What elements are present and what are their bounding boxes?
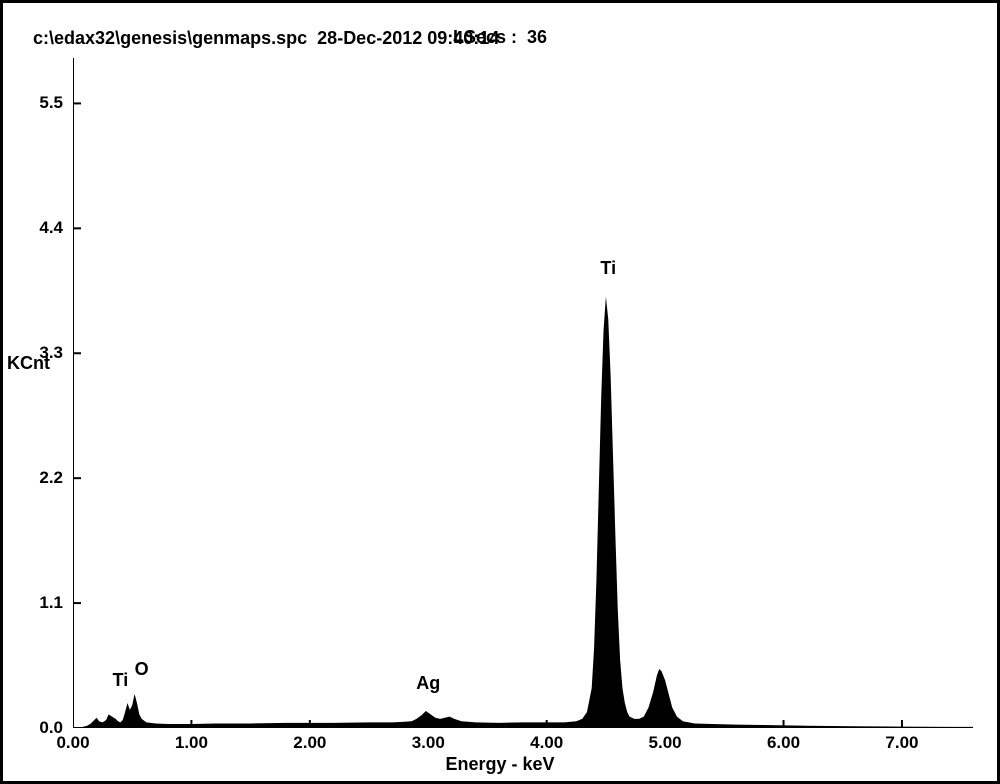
spectrum-fill — [73, 296, 973, 728]
spectrum-frame: c:\edax32\genesis\genmaps.spc 28-Dec-201… — [0, 0, 1000, 784]
y-tick-label: 0.0 — [39, 718, 63, 738]
peak-label: Ag — [416, 673, 440, 694]
spectrum-svg — [73, 58, 973, 728]
lsecs-header: LSecs : 36 — [3, 27, 997, 48]
lsecs-label: LSecs : — [453, 27, 517, 47]
peak-label: Ti — [113, 670, 129, 691]
y-tick-label: 1.1 — [39, 593, 63, 613]
x-tick-label: 2.00 — [293, 733, 326, 753]
peak-label: Ti — [600, 258, 616, 279]
x-tick-label: 3.00 — [412, 733, 445, 753]
y-tick-label: 4.4 — [39, 218, 63, 238]
peak-label: O — [135, 659, 149, 680]
x-tick-label: 1.00 — [175, 733, 208, 753]
x-tick-label: 6.00 — [767, 733, 800, 753]
x-tick-label: 5.00 — [649, 733, 682, 753]
y-tick-label: 2.2 — [39, 468, 63, 488]
axes — [73, 58, 973, 728]
y-tick-label: 5.5 — [39, 93, 63, 113]
x-tick-label: 4.00 — [530, 733, 563, 753]
x-axis-title: Energy - keV — [3, 754, 997, 775]
plot-area — [73, 58, 973, 728]
x-tick-label: 7.00 — [885, 733, 918, 753]
lsecs-value: 36 — [527, 27, 547, 47]
y-tick-label: 3.3 — [39, 343, 63, 363]
